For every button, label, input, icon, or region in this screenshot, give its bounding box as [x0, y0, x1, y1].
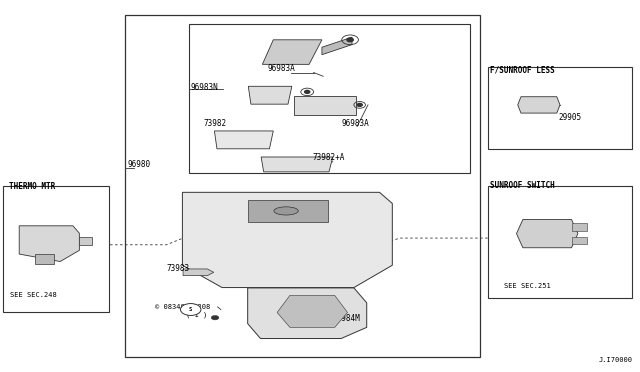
Text: 29905: 29905 — [558, 113, 581, 122]
Polygon shape — [248, 288, 367, 339]
Polygon shape — [294, 96, 356, 115]
Text: ( 1 ): ( 1 ) — [186, 311, 207, 318]
Bar — [125, 15, 480, 357]
Polygon shape — [35, 254, 54, 264]
Circle shape — [357, 103, 362, 106]
Text: 73983: 73983 — [166, 264, 189, 273]
Polygon shape — [518, 97, 560, 113]
Bar — [488, 67, 632, 149]
Text: SUNROOF SWITCH: SUNROOF SWITCH — [490, 181, 555, 190]
Polygon shape — [516, 219, 578, 248]
Text: 96983A: 96983A — [342, 119, 369, 128]
Text: SEE SEC.248: SEE SEC.248 — [10, 292, 57, 298]
Text: 96984M: 96984M — [333, 314, 360, 323]
Polygon shape — [214, 131, 273, 149]
Text: © 08340-51208: © 08340-51208 — [155, 304, 210, 310]
Bar — [3, 186, 109, 312]
Text: J.I70000: J.I70000 — [598, 357, 632, 363]
Text: THERMO MTR: THERMO MTR — [9, 182, 55, 191]
Text: F/SUNROOF LESS: F/SUNROOF LESS — [490, 66, 555, 75]
Text: 96983A: 96983A — [268, 64, 295, 73]
Circle shape — [180, 304, 201, 315]
Polygon shape — [277, 295, 348, 327]
Text: 96980: 96980 — [128, 160, 151, 169]
Circle shape — [211, 315, 219, 320]
Circle shape — [305, 90, 310, 93]
Polygon shape — [572, 223, 587, 231]
Ellipse shape — [274, 207, 298, 215]
Polygon shape — [248, 86, 292, 104]
Text: 96983N: 96983N — [191, 83, 218, 92]
Polygon shape — [262, 40, 322, 64]
Bar — [189, 24, 470, 173]
Polygon shape — [182, 192, 392, 288]
Circle shape — [347, 38, 353, 42]
Polygon shape — [322, 37, 352, 55]
Polygon shape — [261, 157, 333, 172]
Polygon shape — [248, 200, 328, 222]
Text: 73982: 73982 — [204, 119, 227, 128]
Polygon shape — [183, 269, 214, 276]
Bar — [488, 186, 632, 298]
Polygon shape — [572, 237, 587, 244]
Polygon shape — [79, 237, 92, 245]
Text: SEE SEC.251: SEE SEC.251 — [504, 283, 551, 289]
Text: 73982+A: 73982+A — [312, 153, 345, 162]
Polygon shape — [19, 226, 79, 262]
Text: S: S — [189, 307, 193, 312]
